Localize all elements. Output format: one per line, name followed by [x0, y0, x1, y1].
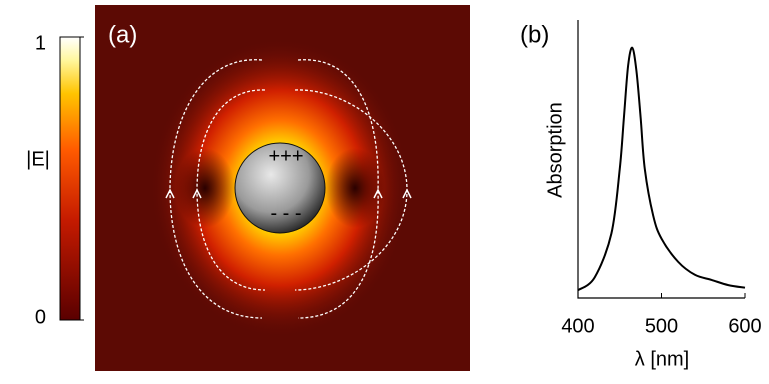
panel-label: (a) — [108, 21, 137, 48]
y-axis-label: Absorption — [544, 102, 566, 198]
x-tick-label: 400 — [561, 315, 594, 337]
x-tick-label: 500 — [645, 315, 678, 337]
figure: (a) +++ - - - |E| (b) λ [nm] Absorption … — [0, 0, 769, 379]
charge-label: +++ — [268, 145, 303, 167]
colorbar — [60, 37, 80, 320]
charge-label: - - - — [270, 202, 301, 224]
x-axis-label: λ [nm] — [635, 348, 689, 370]
field-map — [95, 5, 470, 371]
colorbar-label: |E| — [26, 148, 50, 170]
colorbar-tick-label: 0 — [35, 306, 46, 328]
line — [578, 48, 745, 291]
panel-label: (b) — [520, 21, 549, 48]
colorbar-tick-label: 1 — [35, 32, 46, 54]
x-tick-label: 600 — [728, 315, 761, 337]
axis — [578, 20, 745, 298]
